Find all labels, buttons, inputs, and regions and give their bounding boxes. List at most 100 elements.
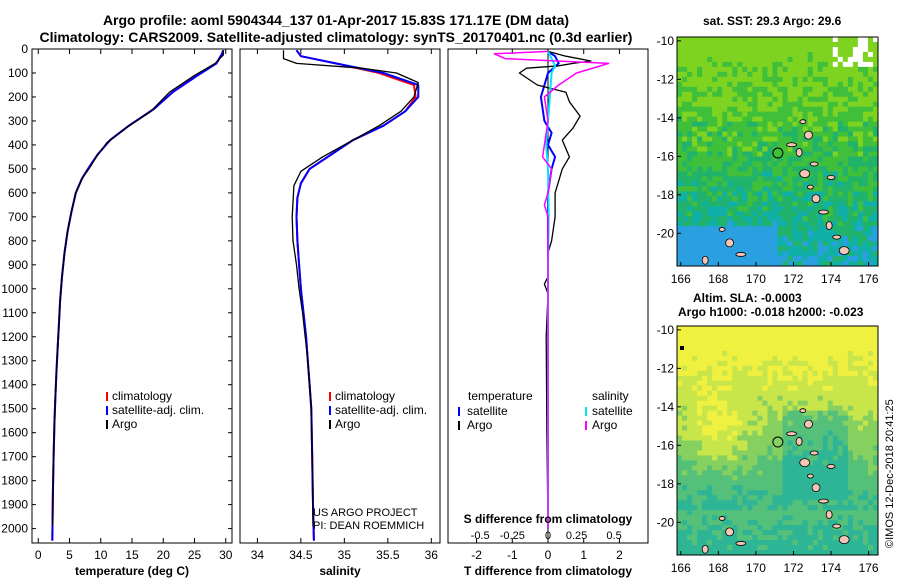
sst-map-cell [757,116,763,123]
sla-map-cell [842,530,849,536]
sst-map-cell [837,66,844,73]
sla-map-cell [767,360,773,367]
sst-map-cell [857,71,864,78]
sst-map-cell [692,126,698,133]
sst-map-cell [797,116,804,123]
sst-map-cell [827,111,834,118]
sla-map-cell [817,350,824,357]
sla-map-cell [722,380,728,387]
sla-map-cell [797,365,804,372]
sst-map-cell [742,171,748,177]
sst-map-cell [717,221,723,227]
sst-map-cell [752,121,758,128]
sst-map-cell [807,221,814,227]
sst-map-cell [782,206,789,212]
sst-map-cell [677,236,683,242]
sla-map-cell [842,545,849,551]
sst-map-cell [852,126,859,133]
sla-map-cell [727,425,733,432]
sla-map-cell [862,470,869,476]
sst-map-cell [682,216,688,222]
sla-map-cell [847,520,854,526]
sst-map-cell [762,251,768,257]
sla-map-cell [852,495,859,501]
sla-map-cell [782,470,789,476]
sla-map-cell [757,425,763,432]
depth-ytick-label: 1300 [1,354,28,368]
sla-map-cell [682,375,688,382]
sst-map-cell [677,251,683,257]
sla-map-cell [742,375,748,382]
sst-map-cell [802,101,809,108]
sst-map-cell [837,76,844,83]
sla-map-cell [857,460,864,466]
sla-map-cell [832,345,839,352]
sst-map-cell [682,261,688,267]
sst-map-cell [732,41,738,48]
sst-map-cell [837,116,844,123]
sst-map-cell [722,51,728,58]
sla-map-cell [822,425,829,432]
sla-map-cell [727,515,733,521]
sla-map-cell [812,475,819,481]
sla-map-cell [717,425,723,432]
sst-map-cell [792,196,799,202]
sst-map-cell [682,146,688,152]
sla-map-cell [832,340,839,347]
sla-map-cell [777,360,784,367]
sst-map-cell [687,66,693,73]
sst-map-cell [742,261,748,267]
sla-map-cell [742,515,748,521]
sla-map-cell [677,550,683,556]
sla-map-cell [717,510,723,516]
sla-map-cell [767,355,773,362]
sla-map-cell [752,410,758,417]
sst-map-cell [707,91,713,98]
sla-map-cell [817,435,824,441]
sst-map-cell [737,111,743,118]
sla-map-cell [757,355,763,362]
sla-map-cell [787,380,794,387]
sst-map-cell [822,96,829,103]
sla-map-cell [742,405,748,412]
sla-map-cell [747,435,753,441]
sla-map-cell [737,365,743,372]
sst-map-cell [807,46,814,53]
depth-ytick-label: 1000 [1,282,28,296]
sst-map-cell [827,66,834,73]
sst-map-cell [757,91,763,98]
sst-map-cell [822,81,829,88]
sst-map-cell [797,181,804,187]
sla-map-cell [727,465,733,471]
sla-map-cell [732,375,738,382]
sla-map-cell [687,365,693,372]
difference-s-tick-label: 0.25 [566,530,587,542]
sst-map-cell [737,141,743,148]
sst-map-cell [862,71,869,78]
sla-map-cell [807,435,814,441]
sst-map-cell [777,201,784,207]
sst-map-cell [692,146,698,152]
sst-map-cell [677,41,683,48]
sst-map-cell [717,241,723,247]
sla-map-cell [867,415,874,422]
sla-map-cell [857,425,864,432]
sst-map-cell [797,37,804,43]
sst-map-cell [722,216,728,222]
sla-map-cell [732,490,738,496]
salinity-xtick-label: 36 [425,548,439,562]
sla-map-cell [807,525,814,531]
sst-map-cell [837,86,844,93]
sla-map-cell [762,410,768,417]
sla-map-island [825,510,833,519]
sst-map-cell [677,51,683,58]
sla-map-cell [762,400,768,407]
sla-map-cell [722,385,728,392]
sst-map-cell [737,106,743,113]
sst-map-cell [782,56,789,63]
sla-map-cell [752,500,758,506]
sst-map-cell [752,66,758,73]
sla-map-cell [757,335,763,342]
sst-map-cell [687,236,693,242]
sst-map-cell [757,66,763,73]
